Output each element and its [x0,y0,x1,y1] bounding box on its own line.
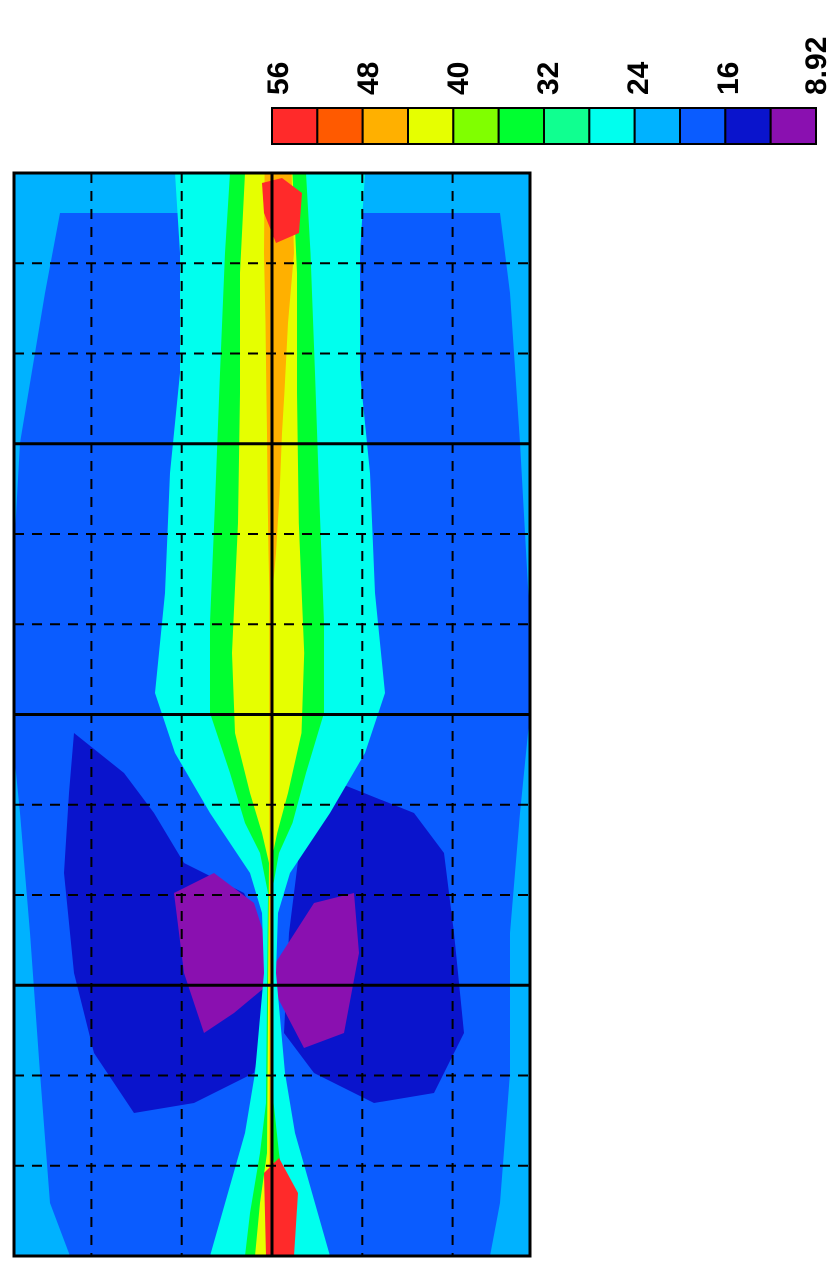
colorbar-swatch [497,107,545,145]
colorbar-swatch [543,107,591,145]
colorbar-swatch [679,107,727,145]
colorbar-swatch [316,107,364,145]
colorbar [271,107,818,145]
colorbar-swatch [769,107,818,145]
colorbar-tick-labels: 56 48 40 32 24 16 8.92 [262,37,829,95]
colorbar-swatch [361,107,409,145]
colorbar-swatch [588,107,636,145]
colorbar-swatch [724,107,772,145]
colorbar-tick-56: 56 [262,62,295,95]
grid-lines [14,173,530,1256]
colorbar-tick-8-92: 8.92 [800,37,829,95]
colorbar-tick-16: 16 [712,62,745,95]
colorbar-tick-48: 48 [352,62,385,95]
colorbar-tick-32: 32 [532,62,565,95]
colorbar-swatch [407,107,455,145]
plot-frame [12,171,532,1258]
colorbar-swatch [271,107,319,145]
colorbar-swatch [633,107,682,145]
colorbar-tick-40: 40 [442,62,475,95]
colorbar-tick-24: 24 [622,61,655,95]
colorbar-swatch [452,107,500,145]
